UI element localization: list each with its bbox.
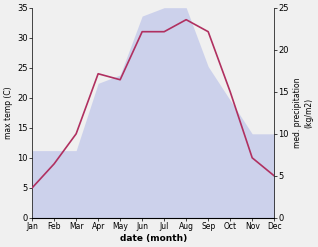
Y-axis label: med. precipitation
(kg/m2): med. precipitation (kg/m2) [293, 78, 314, 148]
X-axis label: date (month): date (month) [120, 234, 187, 243]
Y-axis label: max temp (C): max temp (C) [4, 86, 13, 139]
